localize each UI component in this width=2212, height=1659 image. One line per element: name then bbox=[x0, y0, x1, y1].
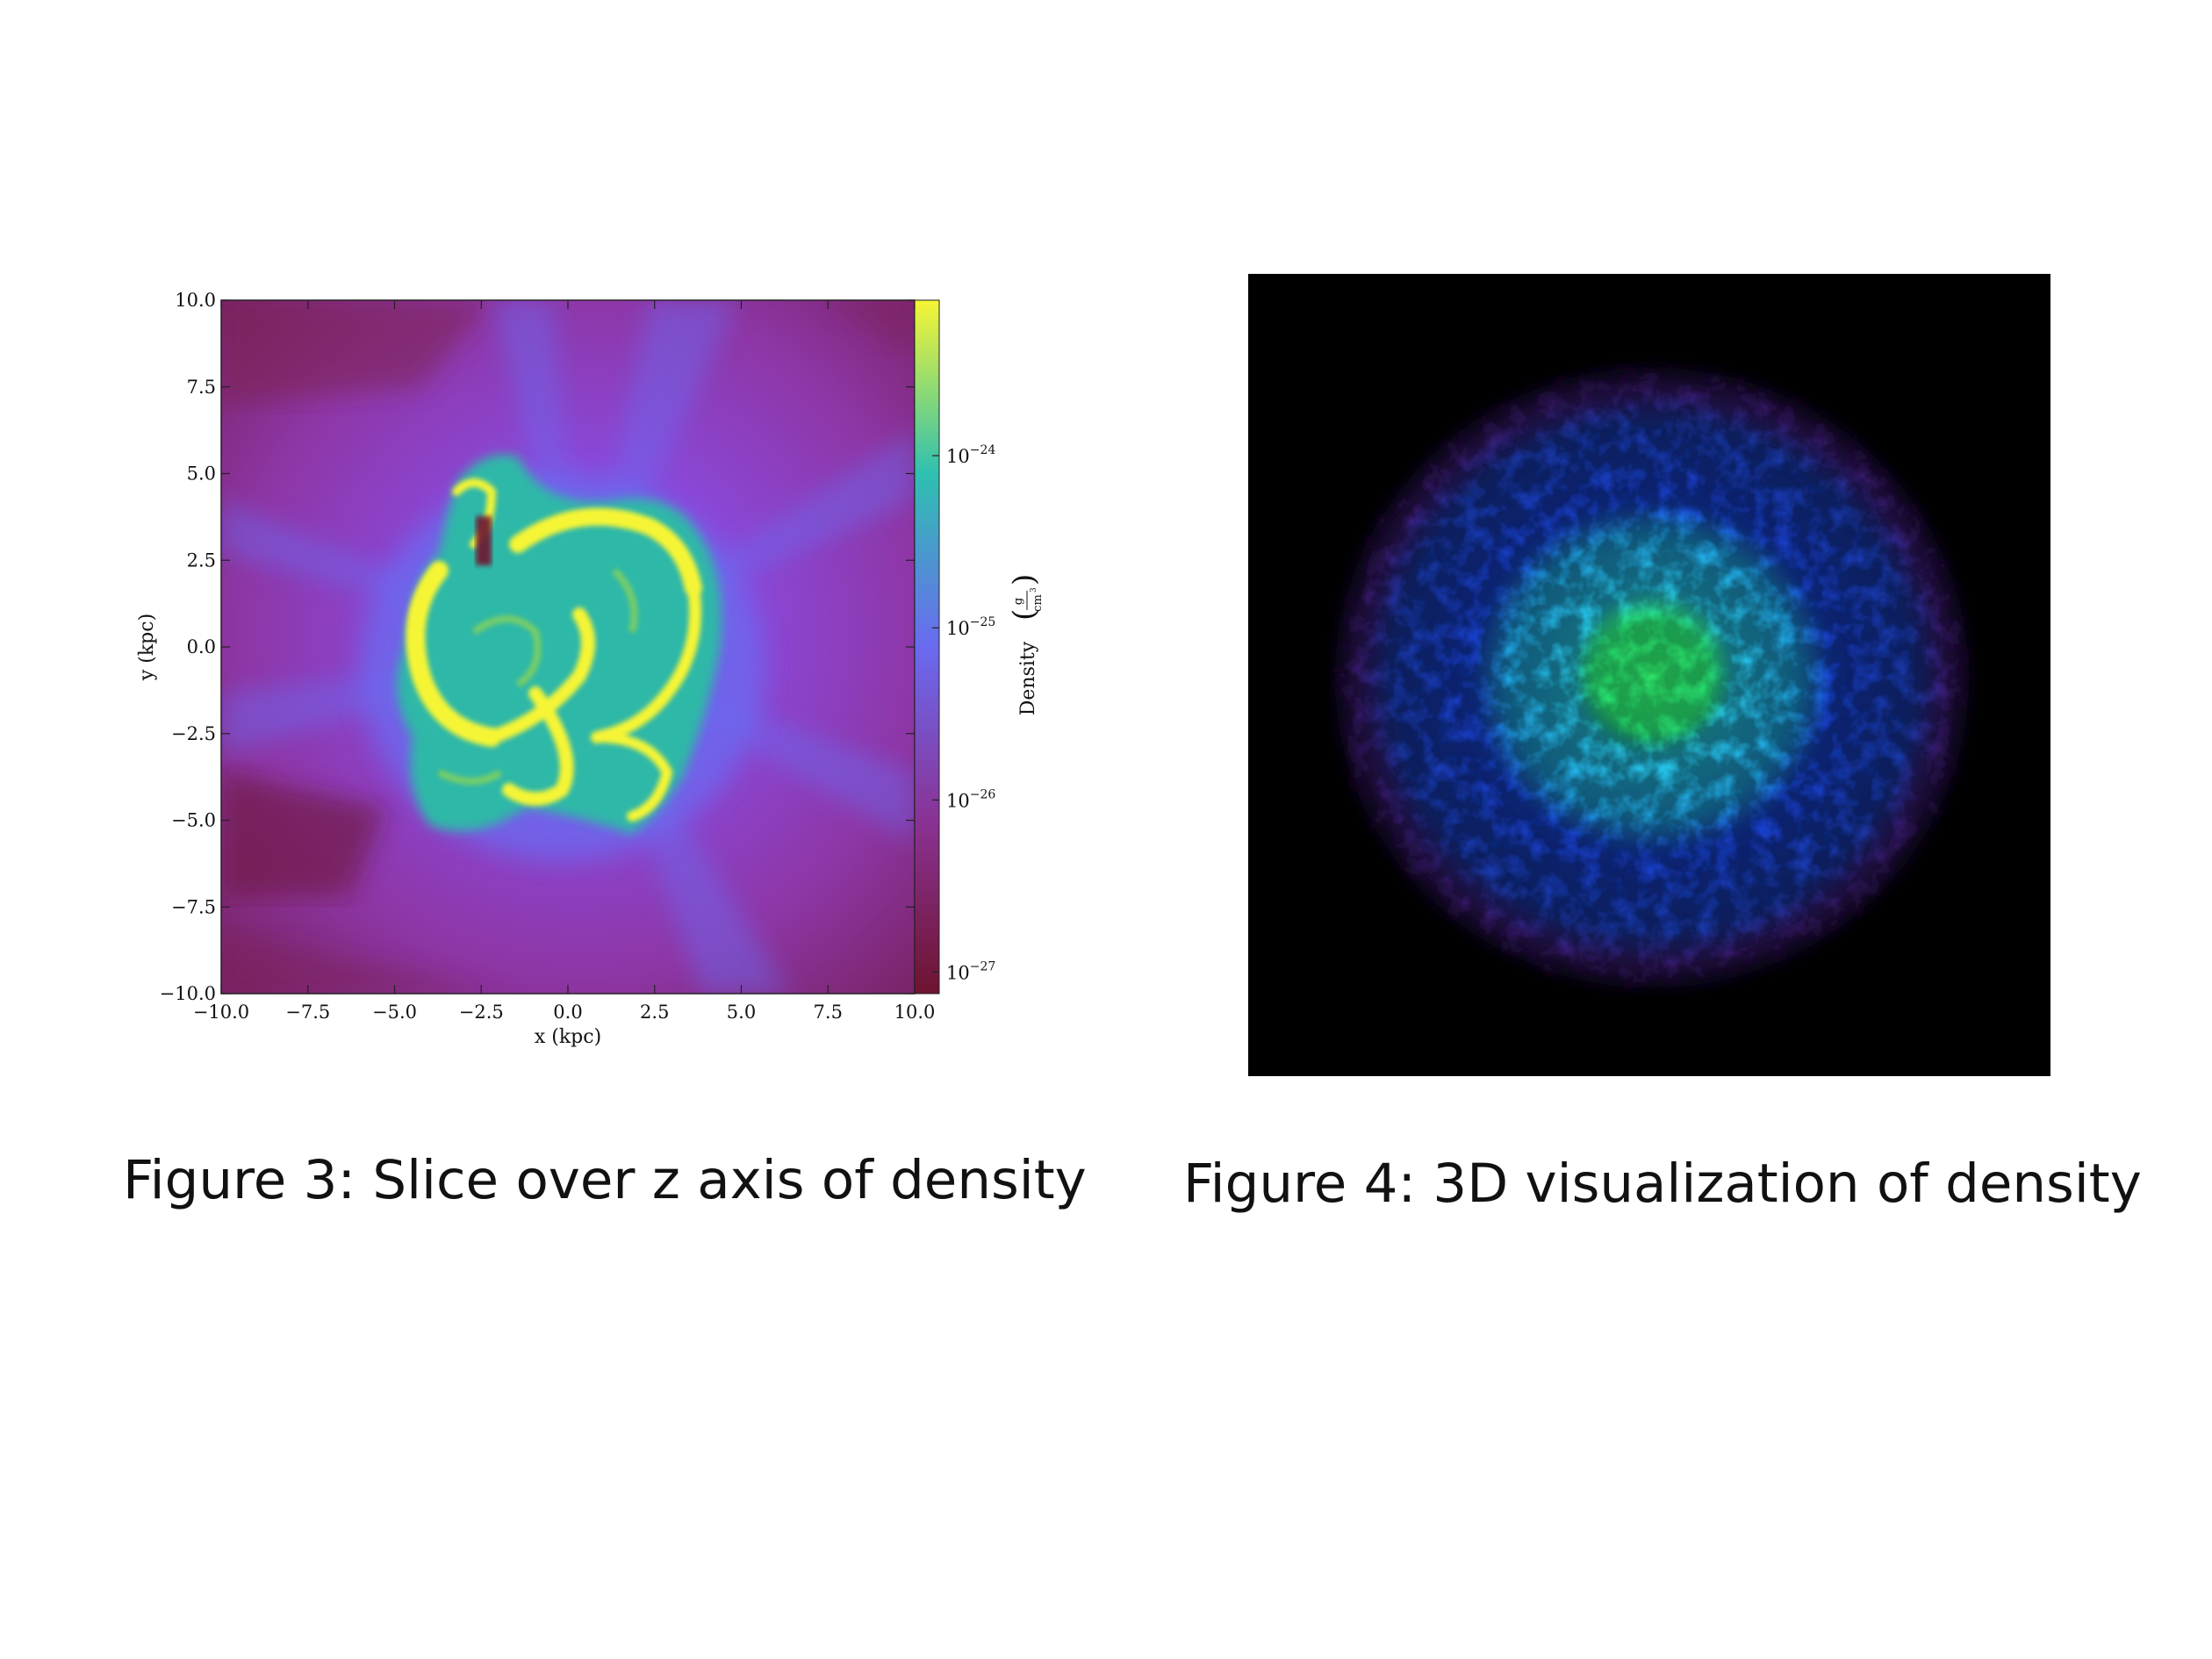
y-tick-label: 5.0 bbox=[187, 463, 216, 485]
y-tick-label: 7.5 bbox=[187, 377, 216, 398]
y-tick-label: 10.0 bbox=[175, 290, 216, 311]
x-tick-label: −7.5 bbox=[285, 1002, 330, 1023]
x-tick-label: −10.0 bbox=[193, 1002, 249, 1023]
y-tick-label: −5.0 bbox=[171, 810, 216, 831]
x-tick-label: 0.0 bbox=[553, 1002, 582, 1023]
x-tick-label: 10.0 bbox=[894, 1002, 936, 1023]
colorbar-label: Density ( g cm 3 ) bbox=[1007, 574, 1045, 715]
colorbar-ticks: 10−24 10−25 10−26 10−27 bbox=[932, 443, 995, 983]
svg-text:(: ( bbox=[1007, 609, 1042, 621]
svg-text:Density: Density bbox=[1017, 641, 1039, 715]
x-tick-label: 5.0 bbox=[727, 1002, 756, 1023]
y-tick-label: −2.5 bbox=[171, 723, 216, 744]
x-tick-label: −2.5 bbox=[459, 1002, 504, 1023]
figure-3-caption: Figure 3: Slice over z axis of density bbox=[123, 1149, 1087, 1211]
volume-render bbox=[1325, 358, 1979, 997]
svg-text:g: g bbox=[1012, 598, 1025, 605]
colorbar-tick-label: 10−26 bbox=[946, 787, 995, 811]
density-3d-figure bbox=[1248, 274, 2050, 1076]
y-tick-label: 2.5 bbox=[187, 549, 216, 571]
y-tick-label: −7.5 bbox=[171, 896, 216, 917]
x-tick-label: 2.5 bbox=[640, 1002, 669, 1023]
colorbar-tick-label: 10−24 bbox=[946, 443, 995, 467]
x-axis-ticks: −10.0 −7.5 −5.0 −2.5 0.0 2.5 5.0 7.5 10.0 bbox=[193, 300, 936, 1023]
colorbar-tick-label: 10−25 bbox=[946, 615, 995, 639]
x-tick-label: −5.0 bbox=[372, 1002, 417, 1023]
figure-4-caption: Figure 4: 3D visualization of density bbox=[1183, 1153, 2142, 1215]
x-axis-label: x (kpc) bbox=[535, 1026, 601, 1048]
svg-text:3: 3 bbox=[1030, 587, 1038, 592]
y-axis-ticks: −10.0 −7.5 −5.0 −2.5 0.0 2.5 5.0 7.5 10.0 bbox=[160, 290, 915, 1004]
svg-text:): ) bbox=[1007, 574, 1042, 585]
density-slice-figure: 10−24 10−25 10−26 10−27 −10.0 −7.5 −5.0 −2.5 0.… bbox=[136, 290, 1045, 1048]
y-tick-label: 0.0 bbox=[187, 636, 216, 657]
colorbar bbox=[914, 299, 940, 995]
y-axis-label: y (kpc) bbox=[136, 614, 158, 681]
density-map bbox=[221, 300, 915, 994]
y-tick-label: −10.0 bbox=[160, 983, 216, 1004]
svg-text:cm: cm bbox=[1031, 594, 1045, 612]
x-tick-label: 7.5 bbox=[814, 1002, 843, 1023]
colorbar-tick-label: 10−27 bbox=[946, 959, 995, 983]
